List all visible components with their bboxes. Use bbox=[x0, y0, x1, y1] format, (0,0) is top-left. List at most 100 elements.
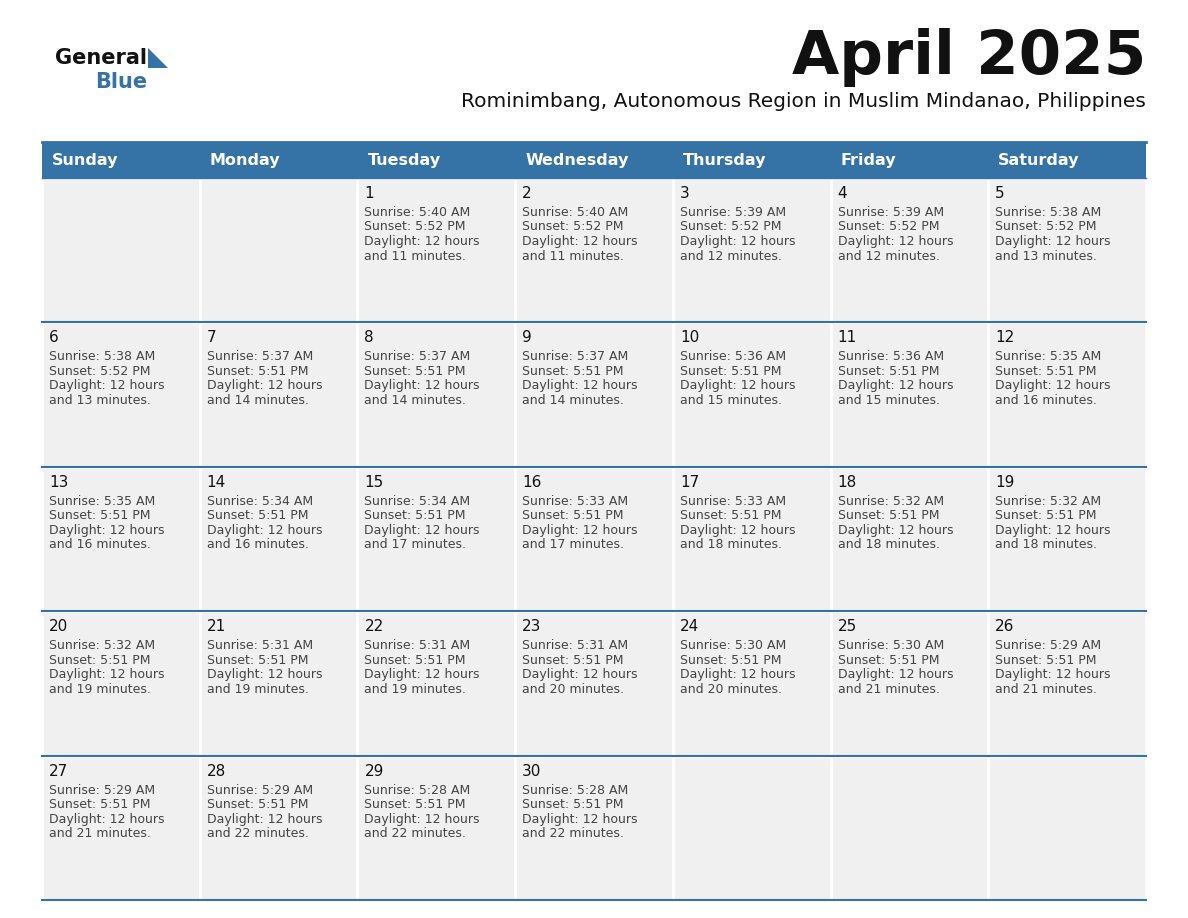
Bar bbox=[42, 178, 200, 322]
Text: and 19 minutes.: and 19 minutes. bbox=[49, 683, 151, 696]
Bar bbox=[42, 756, 200, 900]
Text: Sunset: 5:51 PM: Sunset: 5:51 PM bbox=[996, 509, 1097, 522]
Text: and 17 minutes.: and 17 minutes. bbox=[523, 538, 624, 552]
Bar bbox=[200, 466, 358, 611]
Text: Sunset: 5:51 PM: Sunset: 5:51 PM bbox=[49, 509, 151, 522]
Bar bbox=[672, 466, 830, 611]
Text: Sunrise: 5:34 AM: Sunrise: 5:34 AM bbox=[207, 495, 312, 508]
Text: Daylight: 12 hours: Daylight: 12 hours bbox=[680, 668, 795, 681]
Text: Sunset: 5:51 PM: Sunset: 5:51 PM bbox=[365, 798, 466, 812]
Text: Sunset: 5:51 PM: Sunset: 5:51 PM bbox=[680, 509, 782, 522]
Text: 10: 10 bbox=[680, 330, 699, 345]
Text: Sunrise: 5:37 AM: Sunrise: 5:37 AM bbox=[523, 351, 628, 364]
Text: 29: 29 bbox=[365, 764, 384, 778]
Bar bbox=[200, 322, 358, 466]
Text: and 21 minutes.: and 21 minutes. bbox=[996, 683, 1098, 696]
Text: and 17 minutes.: and 17 minutes. bbox=[365, 538, 467, 552]
Text: Rominimbang, Autonomous Region in Muslim Mindanao, Philippines: Rominimbang, Autonomous Region in Muslim… bbox=[461, 92, 1146, 111]
Bar bbox=[358, 611, 516, 756]
Text: 2: 2 bbox=[523, 186, 532, 201]
Text: Sunset: 5:51 PM: Sunset: 5:51 PM bbox=[996, 364, 1097, 378]
Bar bbox=[42, 142, 1146, 178]
Text: Daylight: 12 hours: Daylight: 12 hours bbox=[49, 668, 164, 681]
Text: and 11 minutes.: and 11 minutes. bbox=[523, 250, 624, 263]
Text: and 14 minutes.: and 14 minutes. bbox=[207, 394, 309, 407]
Text: 15: 15 bbox=[365, 475, 384, 490]
Text: Daylight: 12 hours: Daylight: 12 hours bbox=[365, 812, 480, 825]
Bar bbox=[42, 611, 200, 756]
Text: 9: 9 bbox=[523, 330, 532, 345]
Text: Sunrise: 5:38 AM: Sunrise: 5:38 AM bbox=[996, 206, 1101, 219]
Text: and 16 minutes.: and 16 minutes. bbox=[996, 394, 1098, 407]
Bar bbox=[358, 322, 516, 466]
Text: Sunset: 5:52 PM: Sunset: 5:52 PM bbox=[680, 220, 782, 233]
Text: Daylight: 12 hours: Daylight: 12 hours bbox=[523, 668, 638, 681]
Text: April 2025: April 2025 bbox=[791, 28, 1146, 87]
Bar bbox=[358, 756, 516, 900]
Text: and 11 minutes.: and 11 minutes. bbox=[365, 250, 467, 263]
Text: and 12 minutes.: and 12 minutes. bbox=[680, 250, 782, 263]
Text: Sunset: 5:51 PM: Sunset: 5:51 PM bbox=[49, 798, 151, 812]
Text: 12: 12 bbox=[996, 330, 1015, 345]
Text: and 22 minutes.: and 22 minutes. bbox=[207, 827, 309, 840]
Text: 3: 3 bbox=[680, 186, 689, 201]
Text: Daylight: 12 hours: Daylight: 12 hours bbox=[207, 812, 322, 825]
Text: Sunrise: 5:32 AM: Sunrise: 5:32 AM bbox=[996, 495, 1101, 508]
Text: Sunrise: 5:35 AM: Sunrise: 5:35 AM bbox=[996, 351, 1101, 364]
Text: Sunset: 5:51 PM: Sunset: 5:51 PM bbox=[680, 364, 782, 378]
Bar bbox=[516, 611, 672, 756]
Text: Daylight: 12 hours: Daylight: 12 hours bbox=[838, 668, 953, 681]
Text: Sunrise: 5:36 AM: Sunrise: 5:36 AM bbox=[680, 351, 786, 364]
Text: and 20 minutes.: and 20 minutes. bbox=[680, 683, 782, 696]
Text: Sunset: 5:52 PM: Sunset: 5:52 PM bbox=[49, 364, 151, 378]
Text: and 14 minutes.: and 14 minutes. bbox=[523, 394, 624, 407]
Text: Sunset: 5:51 PM: Sunset: 5:51 PM bbox=[207, 509, 308, 522]
Text: Sunrise: 5:39 AM: Sunrise: 5:39 AM bbox=[838, 206, 943, 219]
Text: and 19 minutes.: and 19 minutes. bbox=[365, 683, 467, 696]
Bar bbox=[672, 178, 830, 322]
Text: and 16 minutes.: and 16 minutes. bbox=[49, 538, 151, 552]
Text: Sunset: 5:51 PM: Sunset: 5:51 PM bbox=[838, 509, 939, 522]
Text: Sunset: 5:52 PM: Sunset: 5:52 PM bbox=[838, 220, 939, 233]
Bar bbox=[988, 322, 1146, 466]
Bar bbox=[200, 611, 358, 756]
Text: Sunset: 5:51 PM: Sunset: 5:51 PM bbox=[365, 654, 466, 666]
Text: Daylight: 12 hours: Daylight: 12 hours bbox=[523, 524, 638, 537]
Text: and 18 minutes.: and 18 minutes. bbox=[680, 538, 782, 552]
Text: Wednesday: Wednesday bbox=[525, 152, 628, 167]
Text: and 14 minutes.: and 14 minutes. bbox=[365, 394, 467, 407]
Bar bbox=[42, 322, 200, 466]
Text: Friday: Friday bbox=[841, 152, 896, 167]
Text: Sunrise: 5:29 AM: Sunrise: 5:29 AM bbox=[996, 639, 1101, 652]
Text: and 15 minutes.: and 15 minutes. bbox=[680, 394, 782, 407]
Bar bbox=[672, 756, 830, 900]
Text: Daylight: 12 hours: Daylight: 12 hours bbox=[680, 235, 795, 248]
Text: Sunrise: 5:28 AM: Sunrise: 5:28 AM bbox=[523, 784, 628, 797]
Text: and 18 minutes.: and 18 minutes. bbox=[838, 538, 940, 552]
Text: Sunrise: 5:34 AM: Sunrise: 5:34 AM bbox=[365, 495, 470, 508]
Text: Daylight: 12 hours: Daylight: 12 hours bbox=[838, 524, 953, 537]
Text: Sunset: 5:51 PM: Sunset: 5:51 PM bbox=[523, 364, 624, 378]
Bar bbox=[200, 756, 358, 900]
Text: 24: 24 bbox=[680, 620, 699, 634]
Text: Sunrise: 5:37 AM: Sunrise: 5:37 AM bbox=[365, 351, 470, 364]
Text: Sunrise: 5:33 AM: Sunrise: 5:33 AM bbox=[523, 495, 628, 508]
Text: Sunset: 5:51 PM: Sunset: 5:51 PM bbox=[838, 364, 939, 378]
Text: Blue: Blue bbox=[95, 72, 147, 92]
Text: 16: 16 bbox=[523, 475, 542, 490]
Text: 1: 1 bbox=[365, 186, 374, 201]
Text: Daylight: 12 hours: Daylight: 12 hours bbox=[523, 235, 638, 248]
Text: 26: 26 bbox=[996, 620, 1015, 634]
Text: Daylight: 12 hours: Daylight: 12 hours bbox=[49, 379, 164, 392]
Text: 19: 19 bbox=[996, 475, 1015, 490]
Text: Daylight: 12 hours: Daylight: 12 hours bbox=[365, 235, 480, 248]
Text: Sunset: 5:51 PM: Sunset: 5:51 PM bbox=[996, 654, 1097, 666]
Bar bbox=[830, 322, 988, 466]
Bar bbox=[830, 178, 988, 322]
Text: 25: 25 bbox=[838, 620, 857, 634]
Text: Daylight: 12 hours: Daylight: 12 hours bbox=[207, 379, 322, 392]
Text: Sunset: 5:51 PM: Sunset: 5:51 PM bbox=[523, 798, 624, 812]
Text: Daylight: 12 hours: Daylight: 12 hours bbox=[365, 379, 480, 392]
Text: Sunrise: 5:36 AM: Sunrise: 5:36 AM bbox=[838, 351, 943, 364]
Text: Tuesday: Tuesday bbox=[367, 152, 441, 167]
